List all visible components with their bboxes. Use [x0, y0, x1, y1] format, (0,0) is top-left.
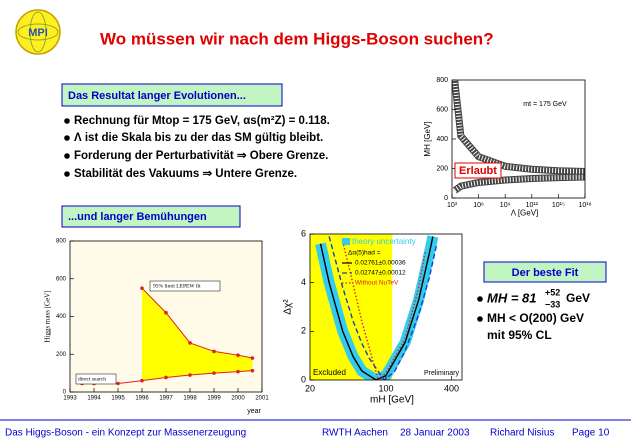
band-hatch — [452, 80, 585, 174]
x-tick-label: 10¹⁸ — [578, 202, 591, 209]
x-tick-label: 1994 — [87, 396, 101, 402]
fit-sup: +52 — [545, 287, 560, 297]
annotation-box — [149, 280, 221, 292]
point — [236, 353, 240, 357]
fit-sub: −33 — [545, 299, 560, 309]
legend-label: theory uncertainty — [352, 237, 416, 246]
legend-title: Δα(5)had = — [348, 250, 381, 257]
footer-text: Das Higgs-Boson - ein Konzept zur Massen… — [5, 428, 246, 439]
band-hatch — [453, 174, 585, 193]
y-tick-label: 600 — [436, 106, 448, 113]
fit-limit: MH < O(200) GeV — [487, 311, 584, 325]
x-tick-label: 1997 — [159, 396, 173, 402]
point — [140, 286, 144, 290]
x-tick-label: 10⁶ — [473, 202, 484, 209]
x-tick-label: 1998 — [183, 396, 197, 402]
legend-swatch — [342, 238, 350, 245]
legend-label: Without NuTeV — [355, 280, 399, 287]
footer-text: Page 10 — [572, 428, 610, 439]
series-line — [328, 236, 437, 380]
y-tick-label: 400 — [436, 136, 448, 143]
y-tick-label: 600 — [56, 276, 67, 282]
fit-list: MH = 81 +52 −33 GeV MH < O(200) GeV mit … — [477, 287, 590, 342]
bullet: Stabilität des Vakuums ⇒ Untere Grenze. — [74, 168, 297, 180]
y-axis-label: MH [GeV] — [423, 121, 432, 156]
y-tick-label: 6 — [301, 228, 306, 238]
x-tick-label: 1993 — [63, 396, 77, 402]
fit-value: MH = 81 — [487, 290, 537, 305]
annotation-box — [75, 373, 117, 385]
x-tick-label: 2000 — [231, 396, 245, 402]
slide-title: Wo müssen wir nach dem Higgs-Boson suche… — [100, 29, 494, 48]
section-title: Das Resultat langer Evolutionen... — [68, 90, 246, 102]
legend-label: 0.02747±0.00012 — [355, 270, 406, 277]
x-axis-label: year — [247, 408, 261, 415]
bullet: Λ ist die Skala bis zu der das SM gültig… — [74, 132, 323, 144]
annotation: 95% limit LEPEW fit — [153, 282, 201, 289]
excluded-label: Excluded — [313, 368, 346, 377]
annotation: Preliminary — [424, 370, 460, 377]
x-axis-label: mH [GeV] — [370, 394, 414, 405]
point — [140, 378, 144, 383]
series-line — [141, 287, 253, 359]
y-tick-label: 800 — [56, 239, 67, 245]
point — [212, 349, 216, 354]
x-tick-label: 1996 — [135, 396, 149, 402]
y-axis-label: Higgs mass [GeV] — [44, 290, 52, 342]
footer-text: Richard Nisius — [490, 428, 554, 439]
section-title: Der beste Fit — [512, 267, 579, 279]
point — [164, 375, 168, 380]
point — [236, 369, 240, 374]
section-box — [61, 83, 283, 107]
x-tick-label: 10¹² — [526, 202, 539, 209]
x-tick-label: 10⁹ — [500, 202, 511, 209]
point — [212, 371, 216, 375]
x-tick-label: 100 — [378, 383, 393, 393]
y-tick-label: 400 — [56, 314, 67, 320]
point — [188, 373, 192, 377]
series-line — [319, 236, 434, 380]
point — [188, 341, 192, 345]
point — [250, 368, 255, 373]
bullet: Forderung der Perturbativität ⇒ Obere Gr… — [74, 150, 328, 162]
annotation: mt = 175 GeV — [523, 101, 567, 108]
bullet: Rechnung für Mtop = 175 GeV, αs(m²Z) = 0… — [74, 115, 330, 127]
x-tick-label: 400 — [444, 383, 459, 393]
y-tick-label: 200 — [56, 352, 67, 358]
y-axis-label: Δχ² — [283, 299, 294, 315]
fit-unit: GeV — [566, 291, 590, 305]
footer-text: 28 Januar 2003 — [400, 428, 470, 439]
annotation: Erlaubt — [459, 165, 497, 177]
fit-cl: mit 95% CL — [487, 328, 552, 342]
x-tick-label: 10³ — [447, 202, 458, 209]
y-tick-label: 0 — [301, 374, 306, 384]
logo: MPI — [15, 9, 61, 55]
y-tick-label: 2 — [301, 326, 306, 336]
y-tick-label: 800 — [436, 77, 448, 84]
x-tick-label: 1999 — [207, 396, 221, 402]
bullet-list: Rechnung für Mtop = 175 GeV, αs(m²Z) = 0… — [64, 115, 330, 180]
section-box — [483, 261, 607, 283]
legend-label: 0.02761±0.00036 — [355, 260, 406, 267]
point — [164, 310, 168, 315]
x-tick-label: 1995 — [111, 396, 125, 402]
footer-text: RWTH Aachen — [322, 428, 388, 439]
annotation-box — [454, 162, 502, 179]
section-title: ...und langer Bemühungen — [68, 211, 207, 223]
point — [250, 356, 255, 360]
y-tick-label: 0 — [444, 195, 448, 202]
point — [116, 381, 120, 386]
logo-text: MPI — [28, 27, 48, 39]
annotation: direct search — [78, 376, 106, 382]
x-tick-label: 10¹⁵ — [552, 202, 565, 209]
x-axis-label: Λ [GeV] — [511, 209, 539, 218]
y-tick-label: 200 — [436, 165, 448, 172]
x-tick-label: 2001 — [255, 396, 269, 402]
x-tick-label: 20 — [305, 383, 315, 393]
y-tick-label: 4 — [301, 277, 306, 287]
y-tick-label: 0 — [63, 390, 67, 396]
section-box — [61, 205, 241, 228]
allowed-band — [142, 288, 253, 381]
